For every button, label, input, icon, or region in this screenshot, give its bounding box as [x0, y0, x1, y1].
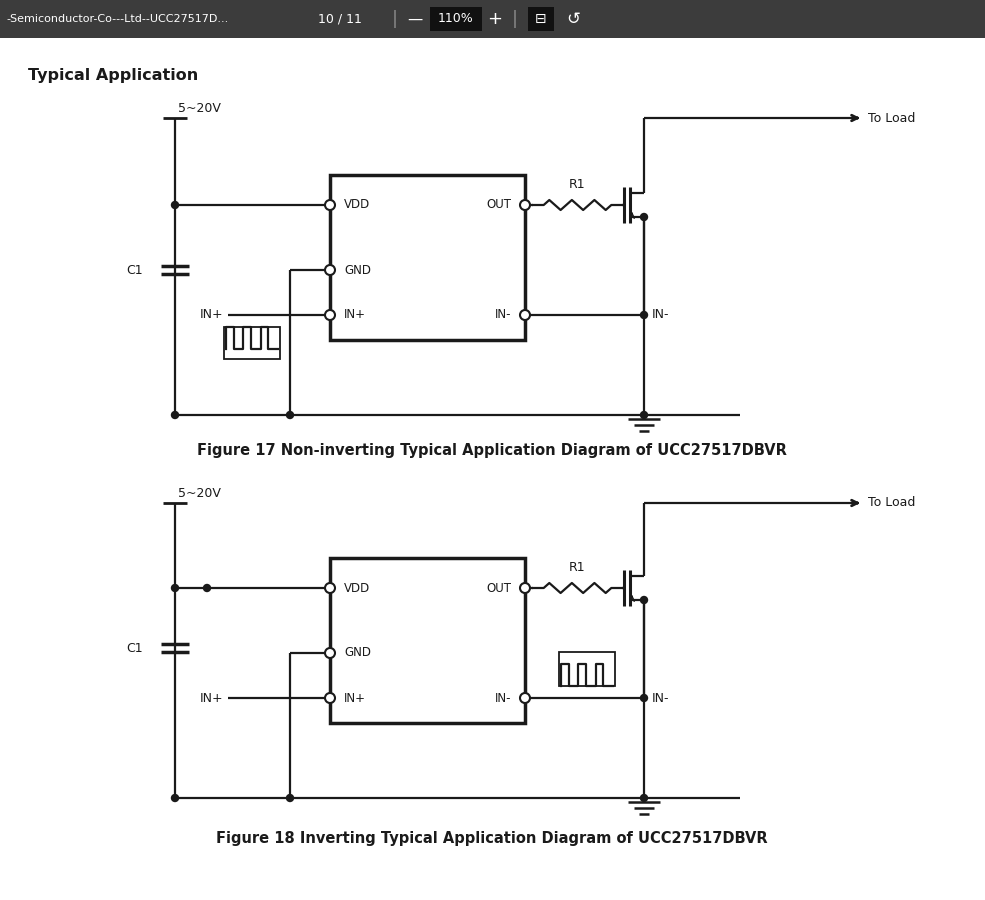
- Circle shape: [640, 213, 647, 220]
- Text: IN-: IN-: [494, 309, 511, 321]
- Text: 110%: 110%: [438, 13, 474, 25]
- Circle shape: [640, 695, 647, 701]
- Circle shape: [520, 583, 530, 593]
- Circle shape: [520, 693, 530, 703]
- Circle shape: [325, 265, 335, 275]
- Text: To Load: To Load: [868, 497, 915, 509]
- Text: IN-: IN-: [652, 309, 670, 321]
- Circle shape: [325, 583, 335, 593]
- Text: IN-: IN-: [494, 691, 511, 705]
- Text: OUT: OUT: [486, 581, 511, 595]
- Text: 10 / 11: 10 / 11: [318, 13, 361, 25]
- Bar: [528, 7, 554, 31]
- Text: -Semiconductor-Co---Ltd--UCC27517D...: -Semiconductor-Co---Ltd--UCC27517D...: [6, 14, 229, 24]
- Circle shape: [287, 411, 294, 418]
- Text: VDD: VDD: [344, 199, 370, 212]
- Text: Typical Application: Typical Application: [28, 68, 198, 83]
- Text: ⊟: ⊟: [535, 12, 547, 26]
- Circle shape: [325, 200, 335, 210]
- Circle shape: [171, 795, 178, 802]
- Circle shape: [325, 693, 335, 703]
- Text: VDD: VDD: [344, 581, 370, 595]
- Text: To Load: To Load: [868, 112, 915, 124]
- Circle shape: [171, 584, 178, 591]
- Text: Figure 17 Non-inverting Typical Application Diagram of UCC27517DBVR: Figure 17 Non-inverting Typical Applicat…: [197, 443, 787, 457]
- Text: GND: GND: [344, 646, 371, 660]
- Circle shape: [640, 411, 647, 418]
- Text: R1: R1: [569, 178, 586, 191]
- Text: |: |: [512, 10, 518, 28]
- Circle shape: [325, 648, 335, 658]
- Text: IN+: IN+: [344, 691, 366, 705]
- Text: IN+: IN+: [344, 309, 366, 321]
- Circle shape: [520, 200, 530, 210]
- Bar: [224, 327, 280, 359]
- Text: 5~20V: 5~20V: [178, 487, 221, 500]
- Bar: [430, 7, 482, 31]
- Text: C1: C1: [126, 642, 143, 654]
- Text: IN+: IN+: [199, 309, 223, 321]
- Text: IN+: IN+: [199, 691, 223, 705]
- Text: Figure 18 Inverting Typical Application Diagram of UCC27517DBVR: Figure 18 Inverting Typical Application …: [216, 831, 768, 845]
- Text: —: —: [408, 12, 423, 26]
- Text: R1: R1: [569, 561, 586, 574]
- Bar: [330, 175, 525, 340]
- Circle shape: [640, 311, 647, 319]
- Text: |: |: [392, 10, 398, 28]
- Bar: [559, 652, 615, 686]
- Text: +: +: [488, 10, 502, 28]
- Circle shape: [640, 795, 647, 802]
- Text: 5~20V: 5~20V: [178, 102, 221, 115]
- Circle shape: [204, 584, 211, 591]
- Circle shape: [520, 310, 530, 320]
- Circle shape: [287, 795, 294, 802]
- Circle shape: [640, 597, 647, 604]
- Circle shape: [325, 310, 335, 320]
- Text: IN-: IN-: [652, 691, 670, 705]
- Bar: [330, 558, 525, 723]
- Text: OUT: OUT: [486, 199, 511, 212]
- Text: C1: C1: [126, 264, 143, 276]
- Circle shape: [171, 411, 178, 418]
- Text: GND: GND: [344, 264, 371, 276]
- Bar: [0, 0, 985, 38]
- Text: ↺: ↺: [566, 10, 580, 28]
- Circle shape: [171, 202, 178, 209]
